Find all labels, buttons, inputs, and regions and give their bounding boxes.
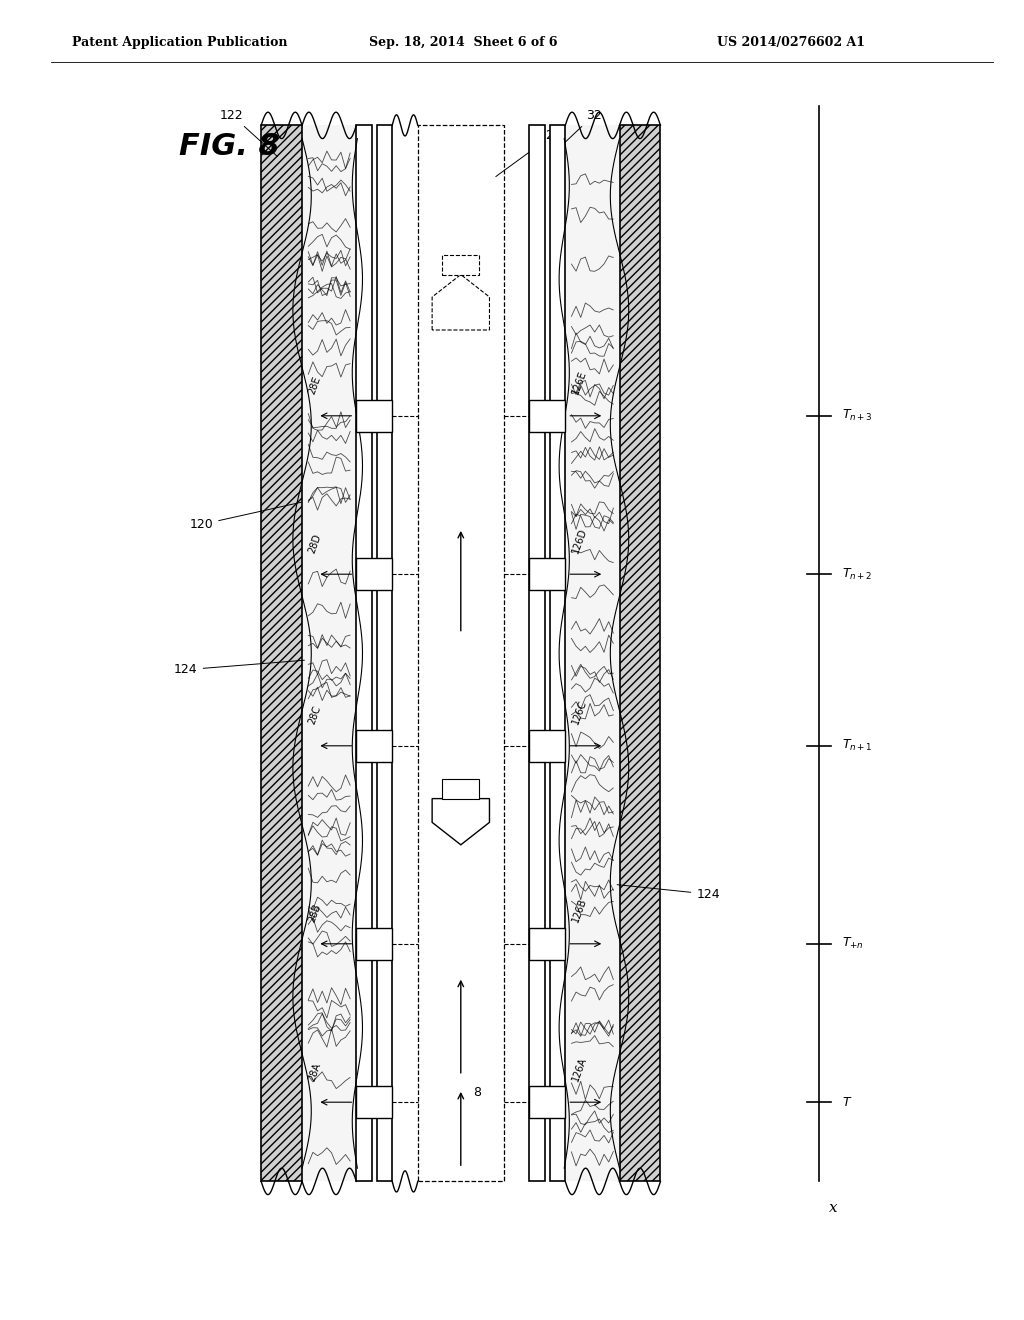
Bar — [565, 125, 620, 1181]
Text: $T_{+n}$: $T_{+n}$ — [842, 936, 863, 952]
Text: 120: 120 — [189, 502, 301, 531]
Text: 28D: 28D — [307, 532, 324, 554]
Bar — [356, 400, 392, 432]
Text: 28C: 28C — [307, 705, 324, 726]
Text: 28E: 28E — [307, 375, 323, 396]
Text: 124: 124 — [174, 660, 304, 676]
Bar — [356, 558, 392, 590]
Bar — [356, 125, 372, 1181]
Text: 126B: 126B — [570, 896, 589, 924]
Text: 28B: 28B — [307, 903, 324, 924]
Text: x: x — [829, 1201, 838, 1216]
Text: 126A: 126A — [570, 1056, 589, 1082]
Polygon shape — [432, 275, 489, 330]
Bar — [550, 125, 565, 1181]
Text: 24: 24 — [496, 128, 560, 177]
Text: Sep. 18, 2014  Sheet 6 of 6: Sep. 18, 2014 Sheet 6 of 6 — [369, 36, 557, 49]
Bar — [377, 125, 392, 1181]
Bar — [529, 125, 545, 1181]
Text: 32: 32 — [557, 108, 601, 150]
Text: 8: 8 — [473, 1085, 481, 1098]
Bar — [261, 125, 302, 1181]
Bar — [529, 928, 565, 960]
Bar — [442, 779, 479, 799]
Text: $T_{n+1}$: $T_{n+1}$ — [842, 738, 872, 754]
Text: 124: 124 — [617, 884, 720, 900]
Text: 126E: 126E — [570, 370, 588, 396]
Bar — [529, 400, 565, 432]
Bar — [620, 125, 660, 1181]
Text: FIG. 8: FIG. 8 — [179, 132, 280, 161]
Polygon shape — [432, 799, 489, 845]
Text: Patent Application Publication: Patent Application Publication — [72, 36, 287, 49]
Bar — [302, 125, 356, 1181]
Bar — [356, 1086, 392, 1118]
Text: 126C: 126C — [570, 698, 589, 726]
Bar — [356, 928, 392, 960]
Text: $T_{n+2}$: $T_{n+2}$ — [842, 566, 872, 582]
Bar — [418, 125, 504, 1181]
Bar — [356, 730, 392, 762]
Text: 126D: 126D — [570, 527, 589, 554]
Text: $T_{n+3}$: $T_{n+3}$ — [842, 408, 872, 424]
Text: US 2014/0276602 A1: US 2014/0276602 A1 — [717, 36, 865, 49]
Text: 28A: 28A — [307, 1061, 324, 1082]
Bar — [529, 1086, 565, 1118]
Bar — [442, 255, 479, 275]
Bar — [529, 558, 565, 590]
Bar — [529, 730, 565, 762]
Text: $T$: $T$ — [842, 1096, 852, 1109]
Text: 122: 122 — [220, 108, 278, 157]
